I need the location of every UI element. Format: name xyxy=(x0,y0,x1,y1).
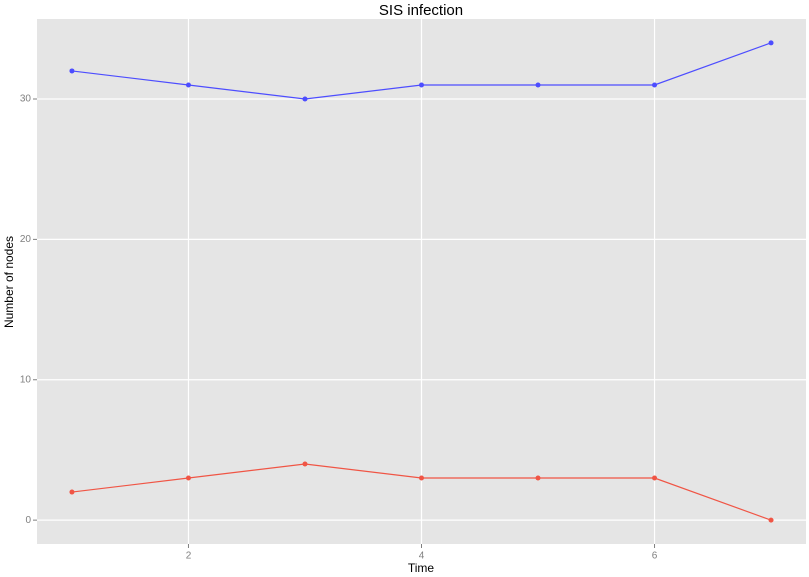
x-axis-label: Time xyxy=(408,561,435,575)
y-axis-label: Number of nodes xyxy=(2,236,16,328)
data-point xyxy=(302,461,308,467)
data-point xyxy=(69,68,75,74)
x-tick-label: 4 xyxy=(419,551,425,562)
x-tick-label: 6 xyxy=(652,551,658,562)
data-point xyxy=(419,82,424,88)
data-point xyxy=(302,96,308,102)
data-point xyxy=(535,475,541,481)
chart-title: SIS infection xyxy=(379,2,463,19)
y-tick-label: 20 xyxy=(20,234,32,245)
data-point xyxy=(768,40,774,46)
data-point xyxy=(185,82,191,88)
data-point xyxy=(185,475,191,481)
x-tick-label: 2 xyxy=(186,551,192,562)
data-point xyxy=(768,517,774,523)
data-point xyxy=(652,475,658,481)
y-tick-label: 0 xyxy=(25,515,31,526)
y-tick-label: 10 xyxy=(20,374,32,385)
data-point xyxy=(535,82,541,88)
data-point xyxy=(652,82,658,88)
data-point xyxy=(419,475,424,481)
y-tick-label: 30 xyxy=(20,94,32,105)
data-point xyxy=(69,489,75,495)
